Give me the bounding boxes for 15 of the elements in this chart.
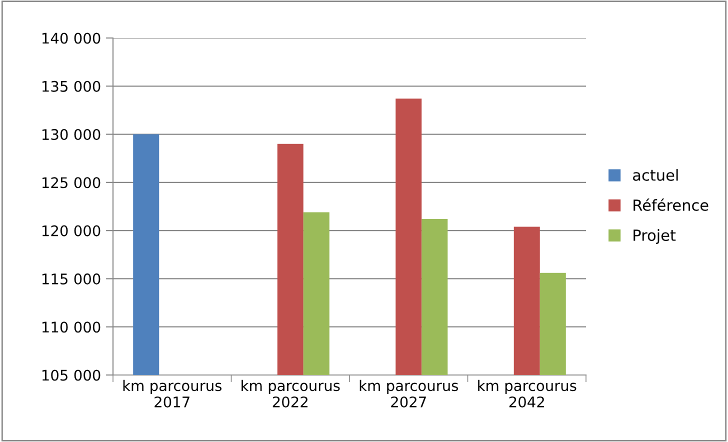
y-tick-label: 115 000 — [42, 273, 100, 284]
x-tick-label: km parcourus 2042 — [478, 380, 576, 408]
x-tick-label: km parcourus 2022 — [242, 380, 340, 408]
y-tick-label: 140 000 — [42, 32, 100, 44]
y-tick-label: 105 000 — [42, 370, 100, 381]
legend-label: actuel — [633, 169, 678, 181]
legend-label: Projet — [634, 229, 676, 244]
legend-label: Référence — [634, 198, 708, 211]
y-tick-label: 110 000 — [42, 322, 100, 333]
x-tick-label: km parcourus 2027 — [360, 380, 458, 408]
y-tick-label: 135 000 — [42, 80, 100, 92]
y-tick-label: 130 000 — [42, 129, 100, 140]
x-tick-label: km parcourus 2017 — [123, 380, 222, 408]
y-tick-label: 120 000 — [42, 225, 100, 236]
y-tick-label: 125 000 — [42, 177, 100, 188]
